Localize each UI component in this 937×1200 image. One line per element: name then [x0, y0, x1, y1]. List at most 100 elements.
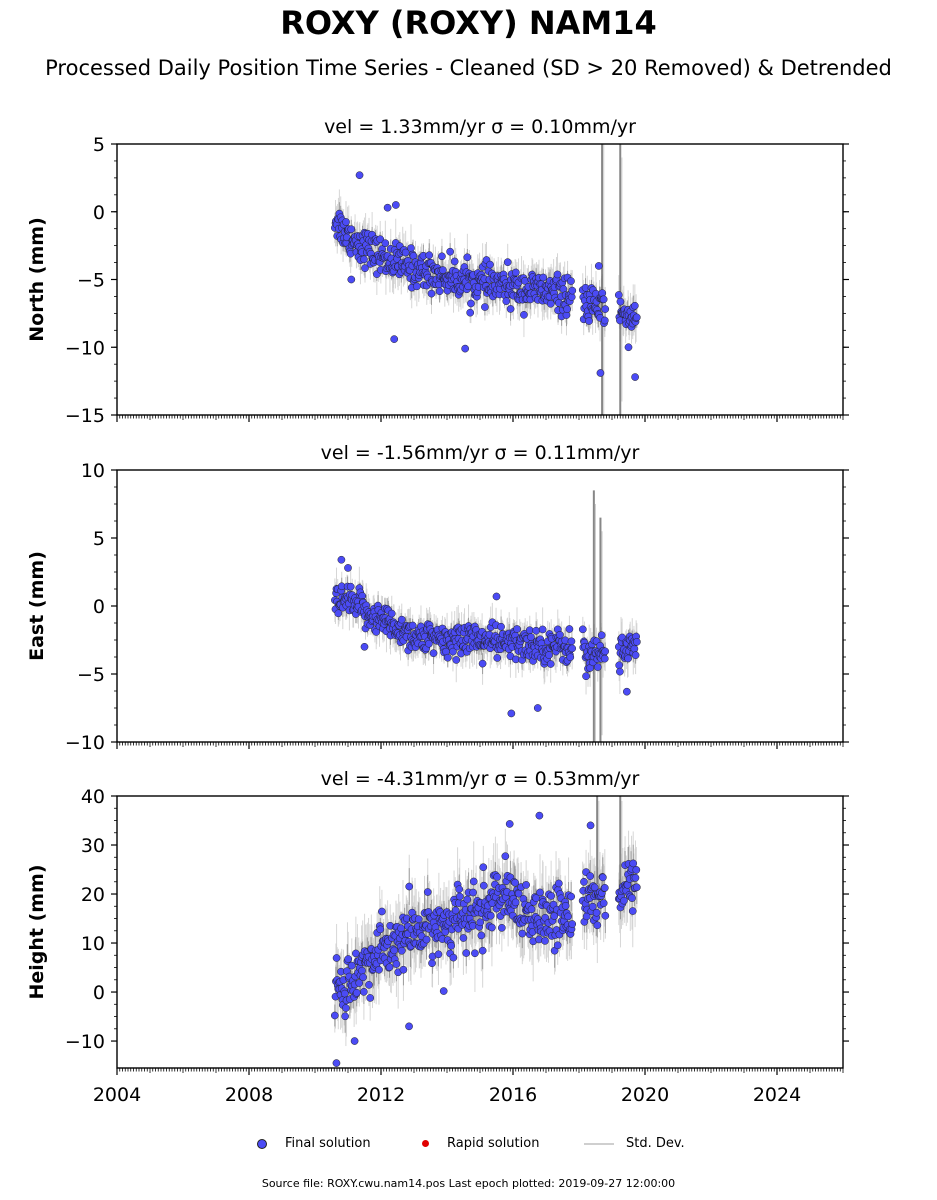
- final-solution-point: [567, 892, 576, 901]
- plot-area: [331, 144, 641, 415]
- final-solution-point: [425, 251, 434, 260]
- final-solution-point: [355, 979, 364, 987]
- final-solution-point: [623, 687, 631, 696]
- chart-panel-height: −10 0 10 20 30 40 2004 2008 2012 2016 2020 2024 vel …: [26, 768, 849, 1106]
- final-solution-point: [350, 1037, 359, 1045]
- final-solution-point: [624, 343, 633, 352]
- final-solution-point: [631, 651, 640, 660]
- final-solution-point: [624, 654, 632, 663]
- final-solution-point: [615, 661, 624, 670]
- x-tick-label: 2020: [621, 1084, 669, 1106]
- final-solution-point: [503, 258, 512, 267]
- y-tick-label: 0: [93, 596, 105, 618]
- final-solution-point: [567, 637, 576, 646]
- final-solution-point: [466, 308, 475, 317]
- final-solution-point: [511, 268, 520, 277]
- y-tick-label: 0: [93, 982, 105, 1004]
- y-tick-label: 40: [81, 786, 105, 808]
- final-solution-point: [599, 295, 608, 304]
- final-solution-point: [568, 920, 577, 928]
- final-solution-point: [538, 625, 547, 634]
- final-solution-point: [341, 1012, 349, 1021]
- final-solution-point: [630, 644, 639, 653]
- x-tick-label: 2016: [489, 1084, 537, 1106]
- final-solution-point: [493, 654, 502, 662]
- legend-final-marker: [257, 1138, 267, 1149]
- legend-rapid-marker: [422, 1140, 429, 1147]
- final-solution-point: [546, 660, 555, 668]
- final-solution-point: [378, 907, 386, 916]
- final-solution-point: [522, 881, 531, 889]
- y-tick-label: −10: [65, 1031, 105, 1053]
- final-solution-point: [631, 873, 640, 882]
- final-solution-point: [397, 615, 406, 624]
- final-solution-point: [497, 622, 505, 631]
- source-footer: Source file: ROXY.cwu.nam14.pos Last epo…: [261, 1177, 676, 1190]
- final-solution-point: [586, 821, 595, 830]
- final-solution-point: [600, 654, 609, 663]
- y-tick-label: 20: [81, 884, 105, 906]
- final-solution-point: [479, 863, 488, 872]
- panel-title: vel = 1.33mm/yr σ = 0.10mm/yr: [324, 116, 636, 138]
- final-solution-point: [463, 895, 472, 904]
- final-solution-point: [438, 252, 446, 261]
- panel-frame: [116, 469, 844, 743]
- legend-rapid: Rapid solution: [422, 1136, 539, 1151]
- y-tick-label: −5: [77, 664, 105, 686]
- y-tick-label: 10: [81, 460, 105, 482]
- y-tick-label: 0: [93, 202, 105, 224]
- final-solution-point: [405, 882, 414, 891]
- final-solution-point: [344, 564, 352, 572]
- chart-panel-north: −15 −10 −5 0 5 vel = 1.33mm/yr σ = 0.10mm/yr N…: [26, 116, 849, 427]
- final-solution-point: [588, 902, 597, 911]
- final-solution-point: [361, 264, 369, 273]
- final-solution-point: [547, 892, 555, 900]
- final-solution-point: [332, 1059, 341, 1067]
- y-axis-label: North (mm): [26, 217, 48, 342]
- final-solution-point: [344, 955, 353, 963]
- final-solution-point: [511, 878, 519, 887]
- final-solution-point: [459, 934, 468, 942]
- final-solution-point: [563, 305, 571, 313]
- final-solution-point: [600, 316, 609, 325]
- final-solution-point: [518, 929, 527, 938]
- final-solution-point: [492, 592, 501, 601]
- final-solution-point: [358, 966, 366, 975]
- final-solution-point: [533, 704, 542, 712]
- y-tick-label: 10: [81, 933, 105, 955]
- panel-title: vel = -4.31mm/yr σ = 0.53mm/yr: [321, 768, 640, 790]
- x-tick-label: 2024: [753, 1084, 801, 1106]
- final-solution-point: [439, 987, 448, 995]
- final-solution-point: [601, 647, 610, 656]
- y-tick-label: 5: [93, 528, 105, 550]
- final-solution-point: [464, 282, 472, 291]
- final-solution-point: [347, 225, 356, 234]
- legend-std-label: Std. Dev.: [626, 1136, 685, 1151]
- y-tick-label: 5: [93, 134, 105, 156]
- final-solution-point: [479, 881, 488, 890]
- final-solution-point: [467, 299, 475, 308]
- final-solution-point: [429, 649, 438, 658]
- final-solution-point: [536, 888, 544, 897]
- final-solution-point: [476, 918, 485, 927]
- y-tick-label: −15: [65, 405, 105, 427]
- final-solution-point: [594, 262, 603, 270]
- final-solution-point: [455, 885, 464, 894]
- legend: Final solution Rapid solution Std. Dev.: [0, 1136, 937, 1158]
- final-solution-point: [468, 922, 477, 930]
- final-solution-point: [545, 651, 553, 659]
- final-solution-point: [405, 1022, 413, 1031]
- final-solution-point: [452, 656, 461, 664]
- final-solution-point: [546, 299, 555, 308]
- final-solution-point: [446, 247, 454, 256]
- final-solution-point: [582, 672, 590, 681]
- final-solution-point: [596, 369, 605, 377]
- final-solution-point: [501, 852, 510, 861]
- final-solution-point: [330, 1011, 339, 1020]
- final-solution-point: [478, 659, 487, 668]
- final-solution-point: [387, 609, 396, 618]
- final-solution-point: [366, 994, 375, 1002]
- final-solution-point: [355, 171, 364, 180]
- final-solution-point: [616, 297, 625, 306]
- y-axis-label: Height (mm): [26, 864, 48, 999]
